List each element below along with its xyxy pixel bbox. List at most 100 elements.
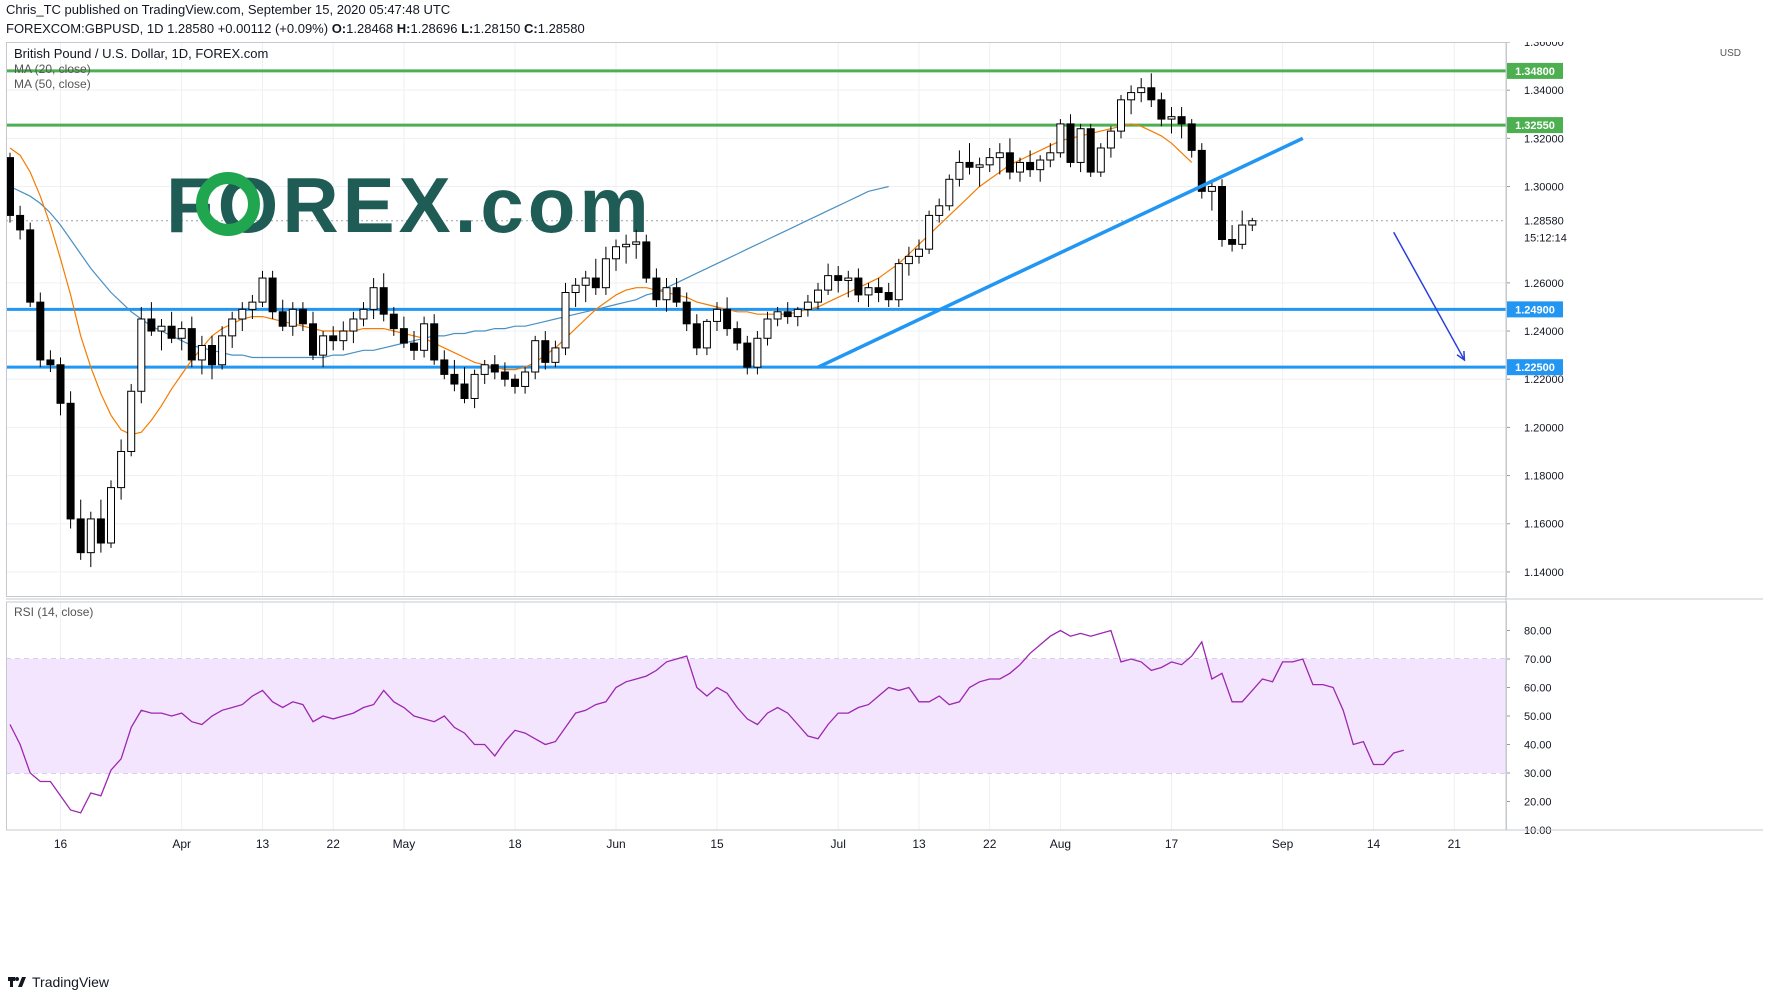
price-tick-label: 1.22000 [1524, 374, 1564, 386]
candle-body [1046, 152, 1055, 161]
candle-body [1056, 123, 1065, 154]
candle-body [662, 287, 671, 301]
rsi-tick-label: 50.00 [1524, 711, 1552, 723]
grid [6, 41, 1506, 830]
symbol-label[interactable]: FOREXCOM:GBPUSD, 1D [6, 21, 164, 36]
candle-body [470, 373, 479, 399]
candle-body [147, 318, 156, 332]
high-label: H: [396, 21, 411, 36]
candle-body [16, 214, 25, 231]
logo-text: FOREX.com [166, 161, 653, 249]
candle-body [26, 229, 35, 303]
candle-body [1066, 123, 1075, 163]
candle-body [591, 277, 600, 289]
publish-info: Chris_TC published on TradingView.com, S… [6, 2, 451, 17]
candle-body [197, 344, 206, 361]
candle-body [985, 157, 994, 166]
candle-body [702, 320, 711, 349]
candle-body [127, 390, 136, 452]
rsi-tick-label: 60.00 [1524, 683, 1552, 695]
forecast-arrow [1393, 231, 1466, 361]
price-tick-label: 1.16000 [1524, 519, 1564, 531]
price-tick-label: 1.14000 [1524, 567, 1564, 579]
candle-body [551, 347, 560, 363]
footer-brand[interactable]: TradingView [32, 974, 110, 990]
candle-body [187, 328, 196, 361]
level-price-tag [1507, 117, 1563, 134]
candle-body [298, 308, 307, 325]
candle-body [1167, 116, 1176, 120]
ma50-line [9, 185, 889, 359]
currency-label: USD [1720, 48, 1741, 59]
candle-body [581, 277, 590, 286]
candle-body [692, 323, 701, 349]
candle-body [915, 248, 923, 257]
candle-body [763, 318, 772, 339]
close-value: 1.28580 [537, 21, 585, 36]
candle-body [723, 308, 732, 330]
candle-body [238, 308, 247, 320]
rsi-tick-label: 40.00 [1524, 740, 1552, 752]
price-change: +0.00112 (+0.09%) [217, 21, 329, 36]
candle-body [1005, 152, 1014, 173]
chart-area[interactable]: 1.34800 1.32550 1.24900 1.22500 FOREX.com 1… [6, 37, 1763, 946]
time-tick-label: 18 [508, 837, 522, 851]
candle-body [36, 301, 45, 361]
level-price-label: 1.24900 [1515, 304, 1555, 316]
candle-body [1117, 99, 1125, 132]
candle-body [309, 323, 317, 356]
candle-body [672, 287, 681, 303]
rsi-tick-label: 10.00 [1524, 825, 1552, 837]
candle-body [379, 287, 388, 315]
price-tick-label: 1.34000 [1524, 85, 1564, 97]
candle-body [450, 373, 459, 385]
rsi-band [6, 659, 1506, 773]
ma20-line [9, 123, 1193, 436]
candle-body [935, 205, 944, 216]
candle-body [1207, 186, 1216, 192]
candle-body [329, 335, 338, 342]
candle-body [137, 318, 146, 392]
price-tick-label: 1.24000 [1524, 326, 1564, 338]
candle-body [1218, 186, 1226, 241]
rsi-tick-label: 70.00 [1524, 654, 1552, 666]
candle-body [399, 328, 408, 344]
candle-body [1197, 149, 1206, 192]
time-tick-label: Aug [1050, 837, 1071, 851]
time-tick-label: Sep [1272, 837, 1294, 851]
candle-body [945, 178, 954, 207]
candle-body [864, 287, 873, 296]
candle-body [389, 313, 398, 330]
panes-frame [6, 42, 1763, 831]
candle-body [612, 246, 620, 260]
candle-body [1187, 123, 1196, 151]
candle-body [713, 308, 721, 322]
candle-body [339, 330, 348, 342]
level-price-label: 1.22500 [1515, 362, 1555, 374]
drawings[interactable] [817, 136, 1466, 369]
legend-rsi: RSI (14, close) [14, 605, 93, 619]
candle-body [783, 311, 792, 318]
candle-body [632, 241, 641, 245]
candle-body [1137, 87, 1146, 94]
candle-body [1238, 224, 1247, 245]
legend-ma50: MA (50, close) [14, 77, 91, 91]
candle-body [854, 277, 863, 296]
candle-body [884, 292, 893, 301]
forecast-arrow-head [1456, 350, 1466, 362]
time-axis[interactable]: 16 Apr 13 22 May 18 Jun 15 Jul 13 22 Aug 17 Sep 14 21 [54, 837, 1461, 851]
forex-logo: FOREX.com [166, 161, 653, 249]
candle-body [521, 371, 530, 387]
price-chart-svg[interactable]: 1.34800 1.32550 1.24900 1.22500 FOREX.com 1… [6, 37, 1763, 946]
candle-body [733, 328, 742, 344]
candle-body [995, 152, 1004, 159]
price-tick-label: 1.30000 [1524, 182, 1564, 194]
rsi-line [9, 629, 1404, 814]
candle-body [814, 289, 822, 303]
candle-body [228, 318, 237, 337]
candle-body [511, 378, 519, 387]
tradingview-logo-icon [8, 977, 26, 987]
time-tick-label: 17 [1165, 837, 1179, 851]
candle-body [531, 340, 540, 373]
rsi-tick-label: 20.00 [1524, 797, 1552, 809]
